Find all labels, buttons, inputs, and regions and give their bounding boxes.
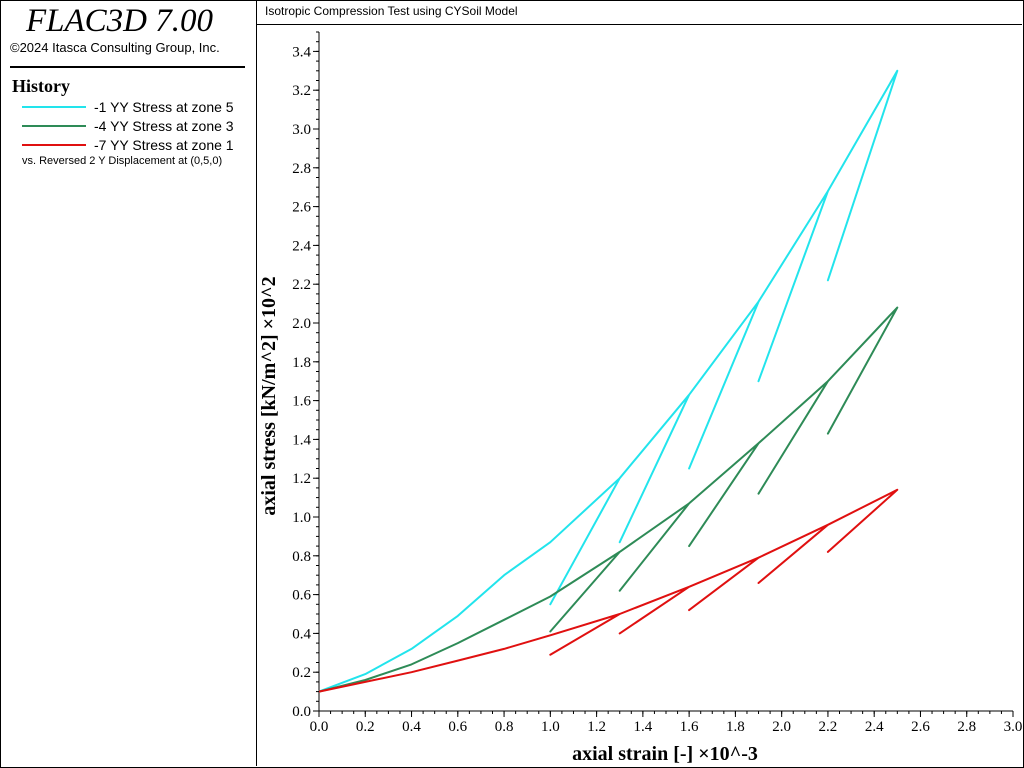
y-tick-label: 0.8 bbox=[292, 549, 311, 565]
y-tick-label: 2.4 bbox=[292, 238, 311, 254]
y-tick-label: 1.0 bbox=[292, 510, 311, 526]
x-tick-label: 1.2 bbox=[587, 719, 606, 735]
legend-panel: FLAC3D 7.00 ©2024 Itasca Consulting Grou… bbox=[0, 0, 257, 766]
y-tick-label: 1.6 bbox=[292, 394, 311, 410]
legend-item-zone-1: -7 YY Stress at zone 1 bbox=[22, 136, 254, 154]
y-tick-label: 2.2 bbox=[292, 277, 311, 293]
x-tick-label: 2.8 bbox=[957, 719, 976, 735]
y-tick-label: 2.6 bbox=[292, 200, 311, 216]
vs-label: vs. Reversed 2 Y Displacement at (0,5,0) bbox=[22, 155, 223, 167]
legend-item-zone-3: -4 YY Stress at zone 3 bbox=[22, 117, 254, 135]
y-tick-label: 0.4 bbox=[292, 626, 311, 642]
x-tick-label: 1.4 bbox=[633, 719, 652, 735]
legend-label-zone-3: -4 YY Stress at zone 3 bbox=[94, 118, 234, 134]
history-heading: History bbox=[12, 76, 70, 96]
y-tick-label: 3.2 bbox=[292, 83, 311, 99]
series-line-1 bbox=[318, 306, 899, 693]
y-tick-label: 1.2 bbox=[292, 471, 311, 487]
y-tick-label: 1.8 bbox=[292, 355, 311, 371]
x-tick-label: 2.6 bbox=[911, 719, 930, 735]
legend-swatch-zone-3 bbox=[22, 125, 86, 127]
legend-label-zone-1: -7 YY Stress at zone 1 bbox=[94, 137, 234, 153]
app-title: FLAC3D 7.00 bbox=[26, 3, 214, 39]
legend-swatch-zone-5 bbox=[22, 106, 86, 108]
x-tick-label: 2.4 bbox=[865, 719, 884, 735]
series-line-0 bbox=[318, 69, 899, 693]
legend-label-zone-5: -1 YY Stress at zone 5 bbox=[94, 99, 234, 115]
y-tick-label: 2.0 bbox=[292, 316, 311, 332]
y-tick-label: 3.4 bbox=[292, 44, 311, 60]
series-layer bbox=[318, 69, 899, 693]
x-tick-label: 3.0 bbox=[1004, 719, 1022, 735]
x-tick-label: 1.8 bbox=[726, 719, 745, 735]
y-tick-label: 2.8 bbox=[292, 161, 311, 177]
chart-svg: 0.0 0.2 0.4 0.6 0.8 1.0 1.2 1.4 1.6 1.8 2.0 2.2 2.4 2… bbox=[258, 31, 1022, 765]
copyright-text: ©2024 Itasca Consulting Group, Inc. bbox=[10, 40, 220, 55]
x-tick-label: 0.2 bbox=[356, 719, 375, 735]
plot-title-bar: Isotropic Compression Test using CYSoil … bbox=[257, 0, 1022, 25]
y-tick-label: 1.4 bbox=[292, 432, 311, 448]
y-tick-label: 0.2 bbox=[292, 665, 311, 681]
x-tick-label: 1.6 bbox=[680, 719, 699, 735]
x-tick-label: 0.8 bbox=[495, 719, 514, 735]
tick-layer: 0.0 0.2 0.4 0.6 0.8 1.0 1.2 1.4 1.6 1.8 2.0 2.2 2.4 2… bbox=[292, 31, 1022, 735]
x-tick-label: 0.4 bbox=[402, 719, 421, 735]
y-axis-label: axial stress [kN/m^2] ×10^2 bbox=[258, 276, 280, 515]
y-tick-label: 0.0 bbox=[292, 704, 311, 720]
plot-title: Isotropic Compression Test using CYSoil … bbox=[265, 4, 518, 18]
legend-item-zone-5: -1 YY Stress at zone 5 bbox=[22, 98, 254, 116]
x-tick-label: 0.6 bbox=[448, 719, 467, 735]
x-tick-label: 2.2 bbox=[819, 719, 838, 735]
y-tick-label: 3.0 bbox=[292, 122, 311, 138]
x-tick-label: 1.0 bbox=[541, 719, 560, 735]
x-axis-label: axial strain [-] ×10^-3 bbox=[572, 743, 758, 765]
x-tick-label: 0.0 bbox=[310, 719, 329, 735]
divider bbox=[10, 66, 245, 68]
y-tick-label: 0.6 bbox=[292, 588, 311, 604]
x-tick-label: 2.0 bbox=[772, 719, 791, 735]
axes bbox=[318, 32, 1013, 712]
series-line-2 bbox=[318, 488, 899, 693]
legend-swatch-zone-1 bbox=[22, 144, 86, 146]
